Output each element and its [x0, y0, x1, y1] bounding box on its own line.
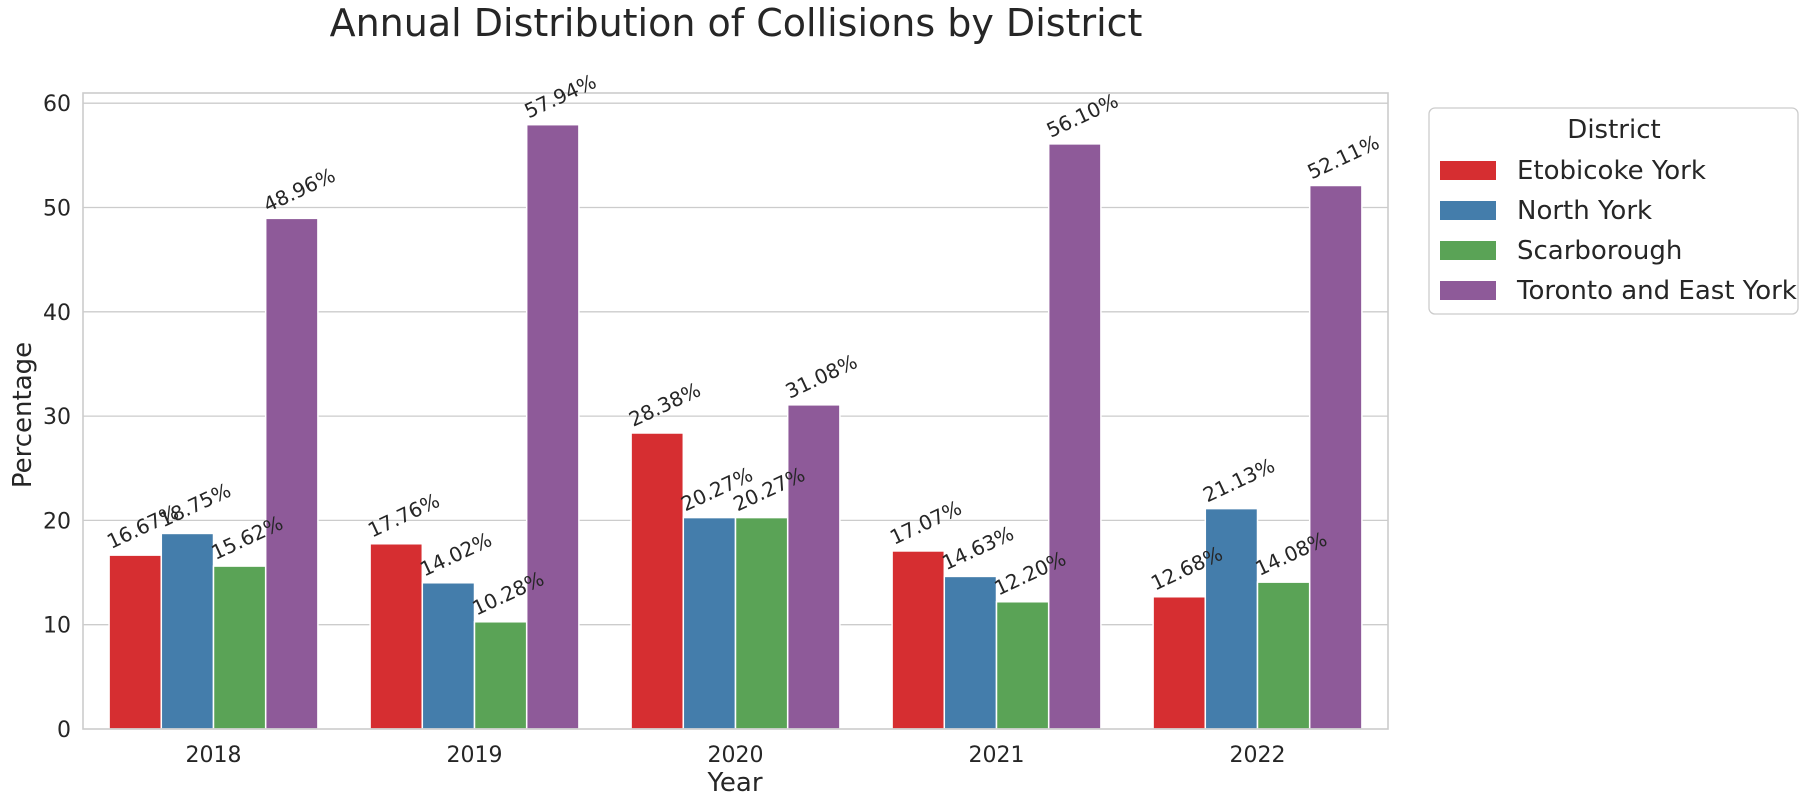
- bar: [786, 404, 841, 730]
- data-label: 14.02%: [416, 527, 495, 581]
- bar: [212, 565, 267, 730]
- x-tick-label: 2019: [447, 743, 503, 768]
- x-axis-label: Year: [706, 768, 762, 798]
- data-label: 17.07%: [886, 496, 965, 550]
- bar: [682, 516, 737, 730]
- bar: [1047, 143, 1102, 730]
- y-tick-label: 30: [43, 405, 71, 430]
- data-label: 48.96%: [260, 163, 339, 217]
- chart-title: Annual Distribution of Collisions by Dis…: [330, 1, 1143, 45]
- bar: [734, 516, 789, 730]
- bar: [160, 532, 215, 730]
- legend-swatch: [1440, 241, 1496, 260]
- data-label: 28.38%: [625, 378, 704, 432]
- data-label: 52.11%: [1304, 130, 1383, 184]
- x-tick-label: 2020: [708, 743, 764, 768]
- legend-entry-label: Etobicoke York: [1517, 156, 1706, 186]
- data-label: 18.75%: [155, 478, 234, 532]
- bar: [1152, 595, 1207, 730]
- legend-entry-label: North York: [1517, 196, 1652, 226]
- y-tick-label: 60: [43, 92, 71, 117]
- bar: [891, 550, 946, 730]
- legend-entries: Etobicoke York North York Scarborough Toron…: [1440, 156, 1797, 306]
- bar: [1256, 581, 1311, 730]
- bar: [473, 621, 528, 730]
- bar: [369, 543, 424, 730]
- data-label: 14.63%: [938, 521, 1017, 575]
- bar: [943, 575, 998, 730]
- x-tick-label: 2021: [969, 743, 1025, 768]
- bar: [264, 217, 319, 730]
- y-tick-label: 20: [43, 509, 71, 534]
- y-tick-label: 10: [43, 614, 71, 639]
- plot-frame: [82, 92, 1389, 730]
- y-axis-label: Percentage: [8, 342, 38, 488]
- data-label: 56.10%: [1043, 88, 1122, 142]
- legend-swatch: [1440, 201, 1496, 220]
- bar: [525, 123, 580, 730]
- x-tick-label: 2022: [1230, 743, 1286, 768]
- legend-box: [1428, 107, 1799, 315]
- bar: [108, 554, 163, 730]
- legend-entry-label: Scarborough: [1517, 236, 1682, 266]
- legend-entry-label: Toronto and East York: [1516, 276, 1797, 306]
- x-axis-ticks: 2018 2019 2020 2021 2022: [186, 743, 1286, 768]
- bar: [995, 601, 1050, 730]
- legend-swatch: [1440, 281, 1496, 300]
- bars: [108, 123, 1363, 730]
- bar: [421, 582, 476, 730]
- y-axis-ticks: 0 10 20 30 40 50 60: [43, 92, 71, 743]
- y-tick-label: 50: [43, 197, 71, 222]
- legend: District Etobicoke York North York Scarbor…: [1428, 107, 1799, 315]
- data-label: 57.94%: [521, 69, 600, 123]
- bar: [630, 432, 685, 730]
- x-tick-label: 2018: [186, 743, 242, 768]
- data-label: 17.76%: [364, 488, 443, 542]
- data-label: 31.08%: [782, 349, 861, 403]
- bar: [1308, 184, 1363, 730]
- y-tick-label: 0: [57, 718, 71, 743]
- data-label: 21.13%: [1199, 453, 1278, 507]
- legend-title: District: [1567, 115, 1660, 145]
- y-tick-label: 40: [43, 301, 71, 326]
- legend-swatch: [1440, 161, 1496, 180]
